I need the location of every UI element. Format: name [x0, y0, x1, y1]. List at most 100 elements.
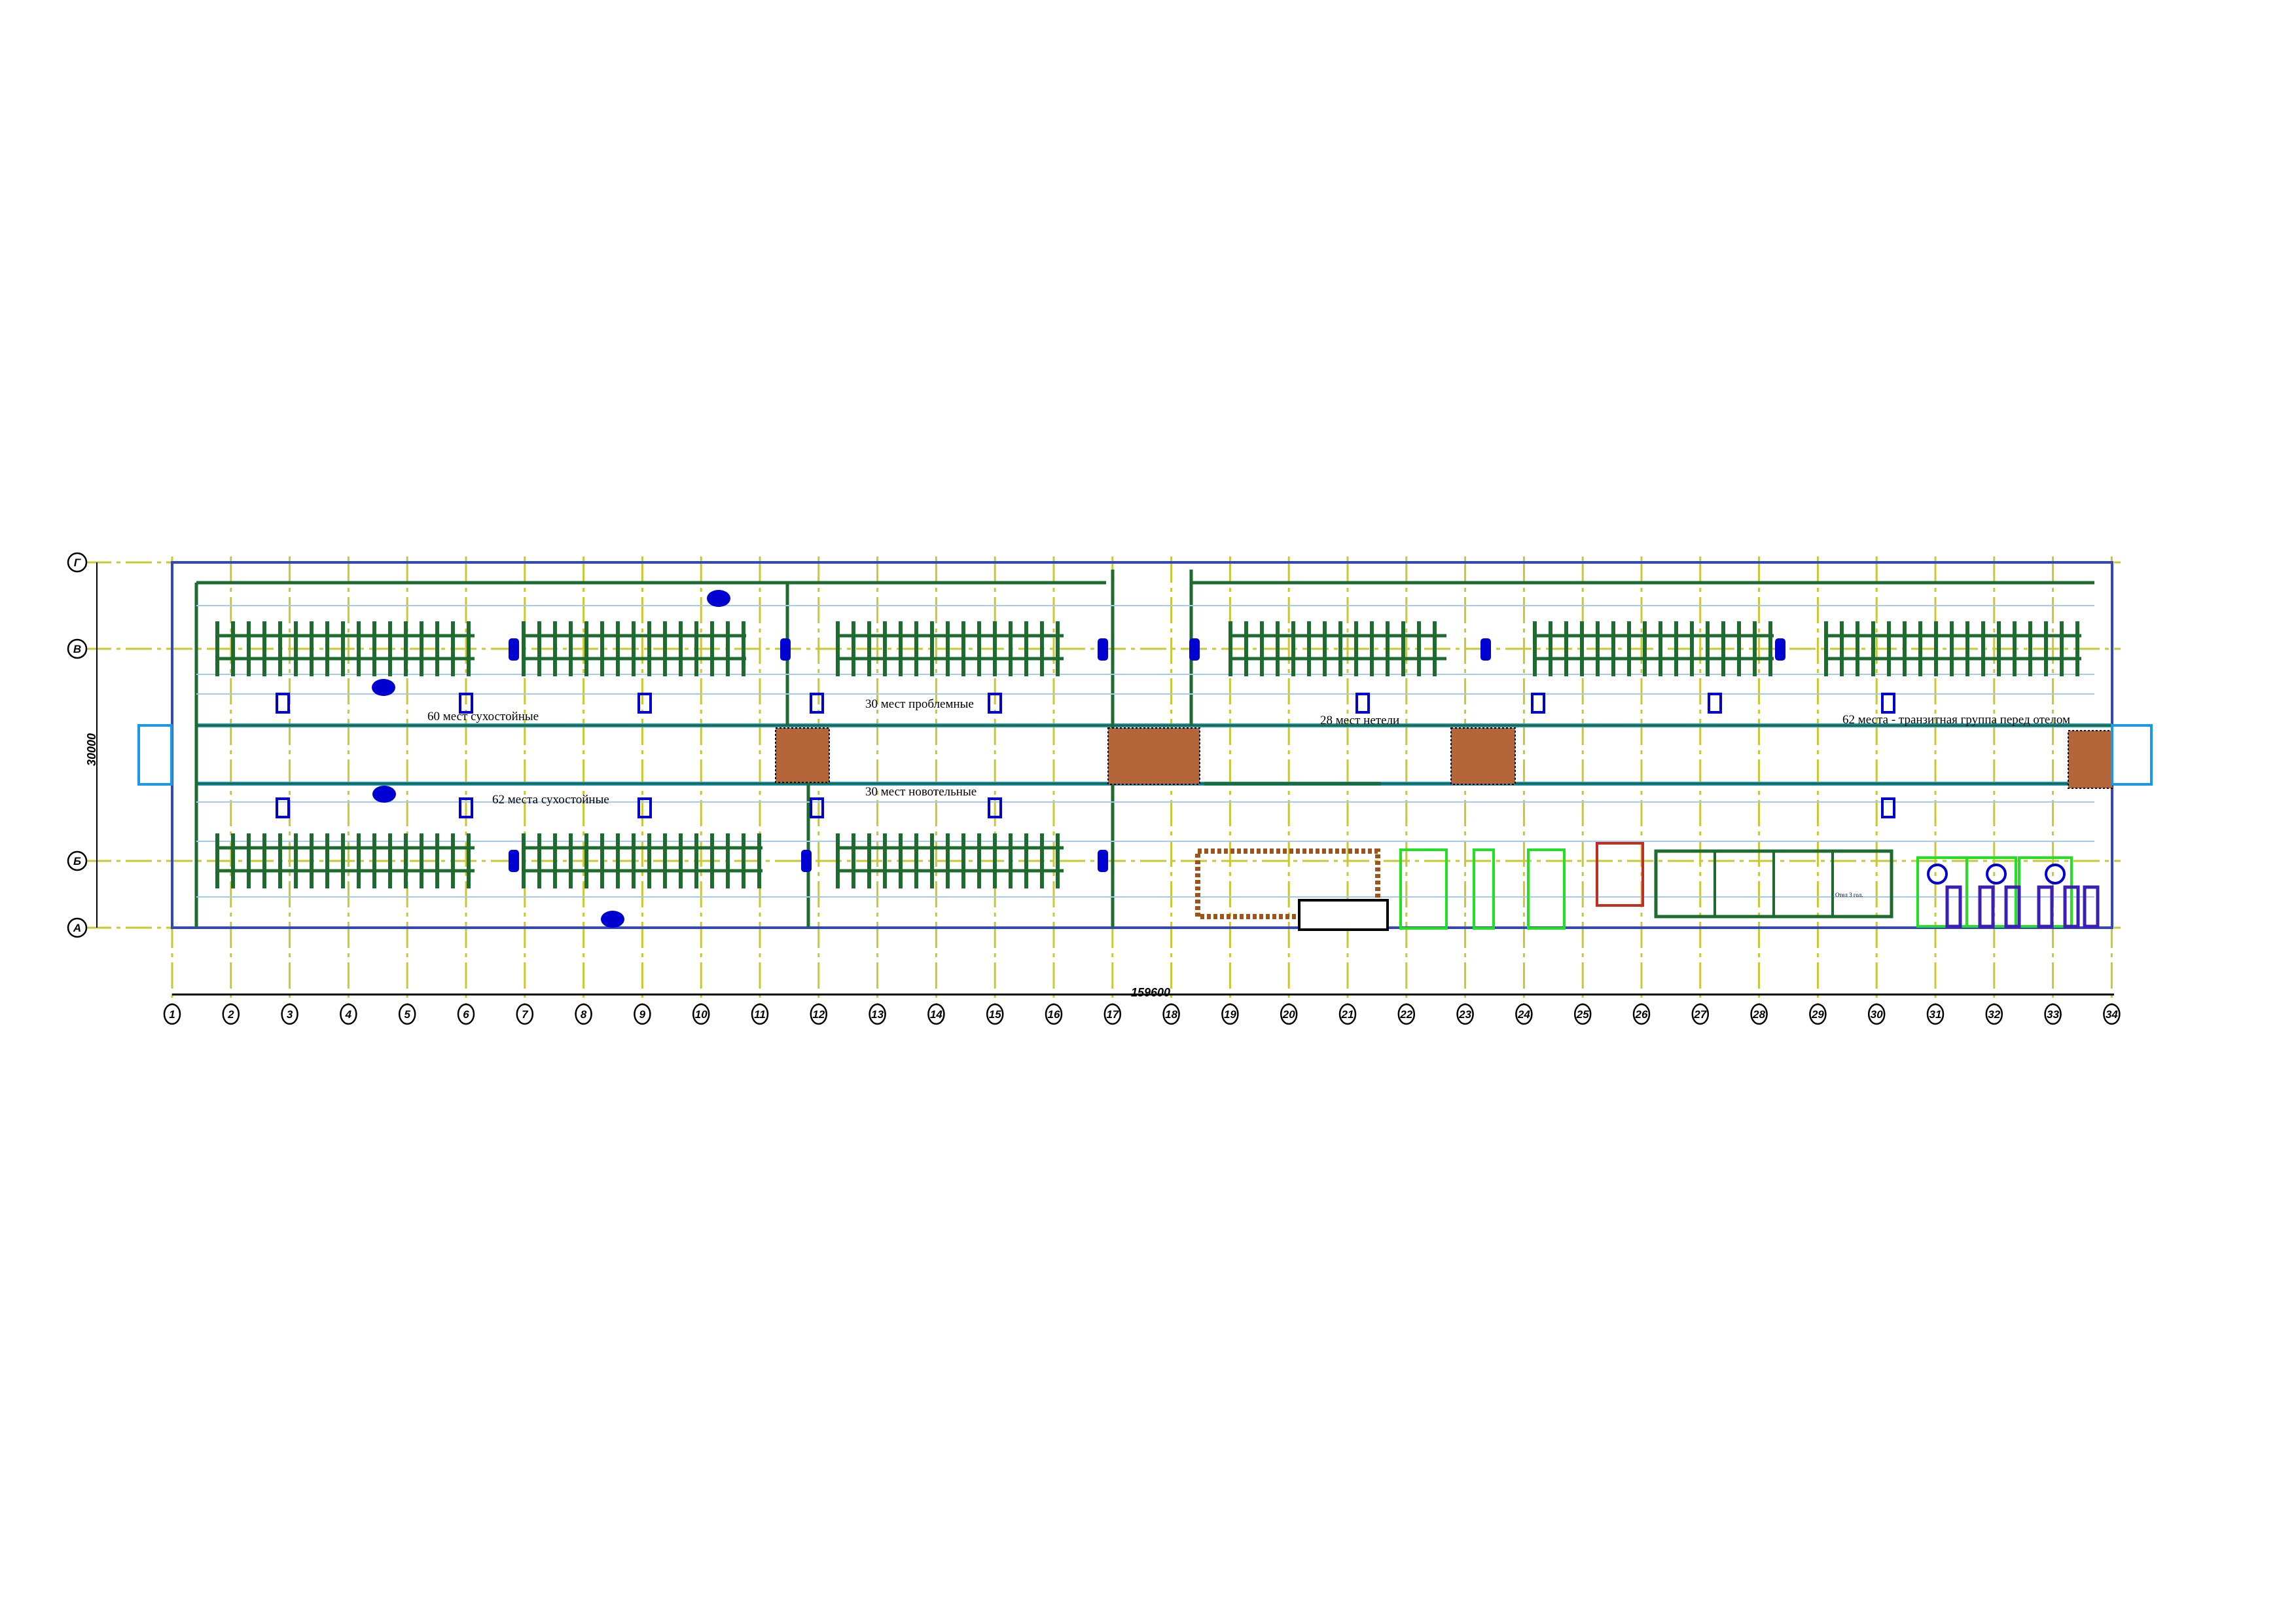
group-label-heifers: 28 мест нетели	[1320, 714, 1399, 727]
building-walls	[137, 561, 2153, 929]
column-axis-label: 32	[1988, 1008, 2000, 1021]
service-room	[1527, 848, 1566, 930]
column-axis-bubble	[340, 1003, 357, 1025]
feed-passage	[1450, 727, 1516, 785]
gate-device-icon	[509, 850, 519, 872]
column-axis-label: 23	[1458, 1008, 1471, 1021]
column-axis-label: 17	[1106, 1008, 1119, 1021]
column-axis-bubble	[1515, 1003, 1533, 1025]
column-axis-label: 30	[1871, 1008, 1883, 1021]
group-label-problem: 30 мест проблемные	[865, 697, 974, 711]
column-axis-bubble	[281, 1003, 298, 1025]
service-room	[1399, 848, 1448, 930]
column-axis-label: 31	[1929, 1008, 1942, 1021]
calving-label: Отел 3 гол.	[1835, 892, 1863, 898]
feed-passage	[1107, 727, 1200, 785]
column-axis-bubble	[692, 1003, 710, 1025]
row-axis-label: А	[73, 922, 81, 934]
column-axis-label: 15	[989, 1008, 1001, 1021]
column-axis-label: 13	[871, 1008, 884, 1021]
rack-icon	[2083, 885, 2100, 928]
gate-device-icon	[1098, 638, 1108, 661]
gate-device-icon	[780, 638, 791, 661]
column-axis-label: 9	[639, 1008, 646, 1021]
gate-device-icon	[801, 850, 812, 872]
end-gate	[137, 724, 173, 786]
tank-icon	[1927, 864, 1948, 884]
gate-device-icon	[1098, 850, 1108, 872]
brush-icon	[372, 679, 395, 696]
column-axis-label: 10	[695, 1008, 708, 1021]
end-gate	[2111, 724, 2153, 786]
column-axis-label: 25	[1576, 1008, 1589, 1021]
column-axis-label: 8	[581, 1008, 587, 1021]
row-axis-bubble	[67, 552, 88, 573]
tank-icon	[2045, 864, 2066, 884]
waterer-icon	[637, 797, 652, 818]
row-axis-label: Г	[74, 556, 82, 569]
column-axis-label: 34	[2106, 1008, 2118, 1021]
gate-device-icon	[1480, 638, 1491, 661]
gate-device-icon	[1189, 638, 1200, 661]
column-axis-bubble	[751, 1003, 769, 1025]
column-axis-bubble	[1691, 1003, 1710, 1025]
rack-icon	[1945, 885, 1962, 928]
column-axis-label: 22	[1399, 1008, 1412, 1021]
column-axis-label: 1	[169, 1008, 175, 1021]
column-axis-bubble	[398, 1003, 416, 1025]
column-axis-bubble	[927, 1003, 945, 1025]
brush-icon	[372, 786, 396, 803]
column-axis-bubble	[869, 1003, 886, 1025]
row-axis-label: Б	[73, 855, 81, 867]
column-axis-label: 18	[1165, 1008, 1177, 1021]
column-axis-label: 7	[522, 1008, 529, 1021]
column-axis-bubble	[1162, 1003, 1180, 1025]
waterer-icon	[1708, 693, 1722, 714]
column-axis-bubble	[575, 1003, 592, 1025]
column-axis-label: 2	[227, 1008, 234, 1021]
group-label-fresh: 30 мест новотельные	[865, 785, 977, 799]
row-axis-bubble	[67, 850, 88, 871]
waterer-icon	[276, 693, 290, 714]
waterer-icon	[810, 693, 824, 714]
column-axis-bubble	[516, 1003, 534, 1025]
waterer-icon	[459, 797, 473, 818]
column-axis-bubble	[810, 1003, 828, 1025]
service-room	[1473, 848, 1495, 930]
feed-area	[1195, 848, 1380, 919]
group-label-dry-60: 60 мест сухостойные	[427, 710, 539, 723]
waterer-icon	[1531, 693, 1545, 714]
column-axis-bubble	[1809, 1003, 1827, 1025]
column-axis-bubble	[1045, 1003, 1063, 1025]
column-axis-bubble	[1632, 1003, 1651, 1025]
tank-icon	[1986, 864, 2007, 884]
feed-passage	[775, 727, 830, 783]
column-axis-label: 5	[404, 1008, 410, 1021]
column-axis-label: 24	[1517, 1008, 1530, 1021]
waterer-icon	[988, 693, 1002, 714]
waterer-icon	[1355, 693, 1370, 714]
column-axis-bubble	[986, 1003, 1004, 1025]
column-axis-label: 21	[1341, 1008, 1354, 1021]
waterer-icon	[810, 797, 824, 818]
column-axis-label: 6	[463, 1008, 469, 1021]
equipment-unit	[1298, 899, 1389, 931]
column-axis-label: 20	[1282, 1008, 1295, 1021]
column-axis-label: 3	[287, 1008, 293, 1021]
gate-device-icon	[1775, 638, 1785, 661]
feed-passage	[2068, 730, 2113, 789]
row-axis-label: В	[73, 643, 81, 655]
column-axis-bubble	[1103, 1003, 1122, 1025]
column-axis-bubble	[1926, 1003, 1945, 1025]
waterer-icon	[459, 693, 473, 714]
brush-icon	[601, 911, 624, 928]
brush-icon	[707, 590, 730, 607]
row-axis-bubble	[67, 917, 88, 938]
column-axis-label: 12	[812, 1008, 825, 1021]
column-axis-label: 27	[1693, 1008, 1707, 1021]
dimension-width: 30000	[85, 733, 98, 766]
waterer-icon	[276, 797, 290, 818]
column-axis-bubble	[163, 1003, 181, 1025]
waterer-icon	[637, 693, 652, 714]
